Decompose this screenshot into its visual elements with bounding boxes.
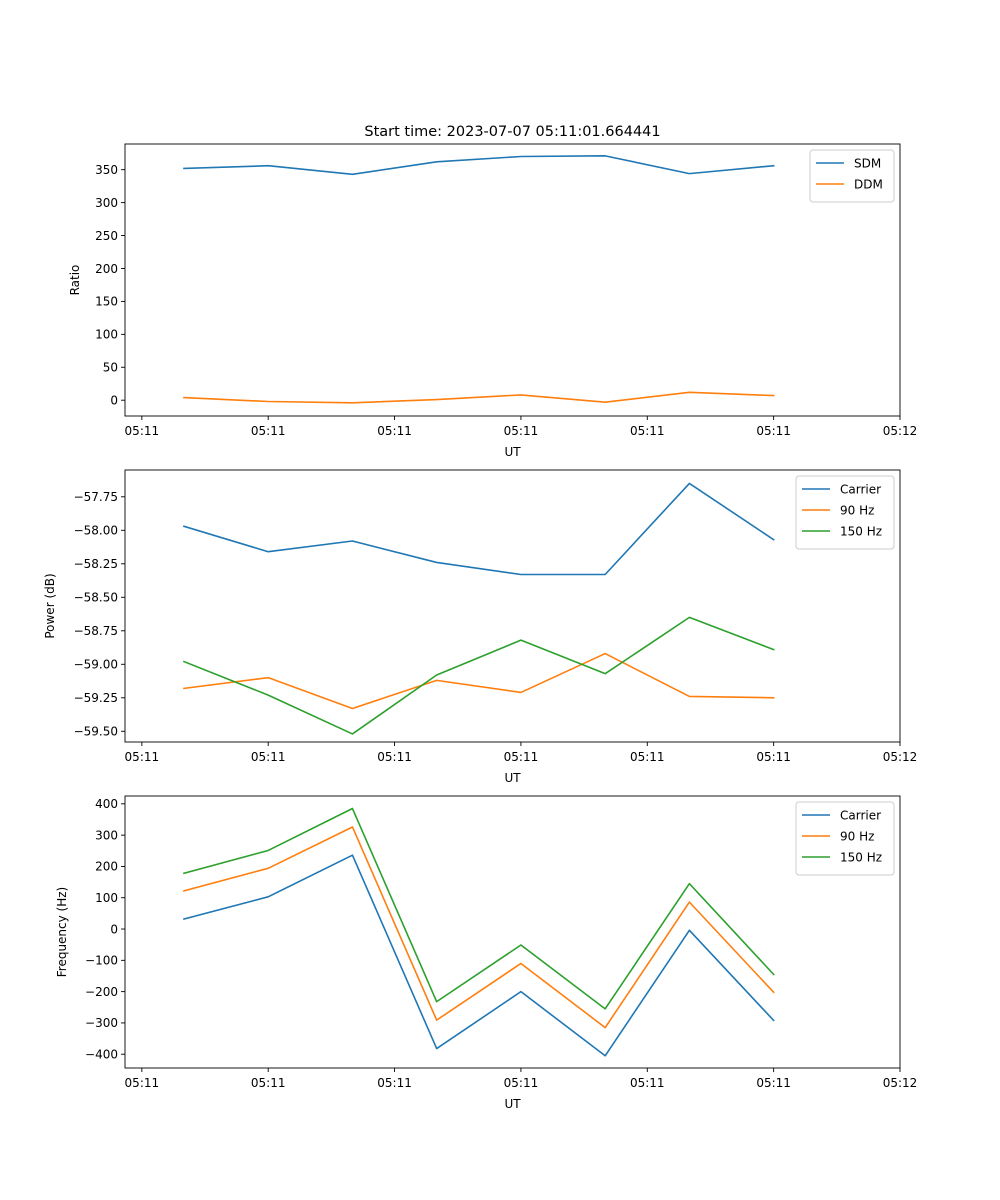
x-tick-label: 05:11 bbox=[630, 424, 665, 438]
x-tick-label: 05:11 bbox=[504, 424, 539, 438]
y-axis-label: Power (dB) bbox=[43, 573, 57, 638]
x-tick-label: 05:11 bbox=[251, 750, 286, 764]
y-tick-label: −58.00 bbox=[74, 524, 118, 538]
series-line-150-hz bbox=[182, 616, 775, 735]
legend-label: 90 Hz bbox=[840, 503, 874, 517]
panel-1: 05:11 05:11 05:11 05:11 05:11 05:11 05:12 0 50 10… bbox=[68, 143, 918, 459]
x-tick-label: 05:11 bbox=[756, 1076, 791, 1090]
y-tick-label: −400 bbox=[85, 1048, 118, 1062]
x-tick-label: 05:11 bbox=[630, 1076, 665, 1090]
legend-label: 90 Hz bbox=[840, 829, 874, 843]
y-tick-label: −58.25 bbox=[74, 557, 118, 571]
x-tick-label: 05:11 bbox=[125, 1076, 160, 1090]
y-tick-label: 100 bbox=[95, 328, 118, 342]
y-tick-label: −59.00 bbox=[74, 658, 118, 672]
x-tick-label: 05:11 bbox=[504, 1076, 539, 1090]
legend: Carrier 90 Hz 150 Hz bbox=[795, 801, 895, 876]
axes-frame bbox=[124, 469, 901, 743]
x-tick-label: 05:11 bbox=[251, 424, 286, 438]
y-tick-label: 200 bbox=[95, 860, 118, 874]
x-tick-label: 05:11 bbox=[630, 750, 665, 764]
y-tick-label: 100 bbox=[95, 891, 118, 905]
y-tick-label: 50 bbox=[103, 361, 118, 375]
x-tick-label: 05:11 bbox=[756, 750, 791, 764]
y-tick-label: 0 bbox=[110, 393, 118, 407]
y-tick-label: −100 bbox=[85, 954, 118, 968]
y-tick-label: 250 bbox=[95, 229, 118, 243]
series-line-ddm bbox=[183, 391, 775, 404]
y-tick-label: −58.75 bbox=[74, 624, 118, 638]
y-axis-label: Frequency (Hz) bbox=[55, 887, 69, 978]
series-line-150-hz bbox=[182, 807, 775, 1010]
y-tick-label: 0 bbox=[110, 922, 118, 936]
y-tick-label: 200 bbox=[95, 262, 118, 276]
legend: SDM DDM bbox=[809, 149, 895, 203]
legend-label: Carrier bbox=[840, 808, 881, 822]
axes-frame bbox=[124, 143, 901, 417]
series-line-carrier bbox=[182, 854, 775, 1057]
y-tick-label: 400 bbox=[95, 797, 118, 811]
y-tick-label: −58.50 bbox=[74, 591, 118, 605]
x-tick-label: 05:12 bbox=[883, 1076, 918, 1090]
y-tick-label: −200 bbox=[85, 985, 118, 999]
axes-frame bbox=[124, 795, 901, 1069]
x-tick-label: 05:11 bbox=[377, 424, 412, 438]
y-tick-label: 350 bbox=[95, 163, 118, 177]
panel-3: 05:11 05:11 05:11 05:11 05:11 05:11 05:12 −400 −… bbox=[55, 795, 918, 1111]
x-tick-label: 05:11 bbox=[377, 750, 412, 764]
legend-box bbox=[809, 149, 895, 203]
figure-title: Start time: 2023-07-07 05:11:01.664441 bbox=[364, 124, 660, 140]
x-tick-label: 05:11 bbox=[377, 1076, 412, 1090]
series-line-90-hz bbox=[182, 826, 775, 1029]
x-tick-label: 05:11 bbox=[251, 1076, 286, 1090]
x-axis-label: UT bbox=[504, 771, 521, 785]
y-tick-label: 150 bbox=[95, 295, 118, 309]
series-line-carrier bbox=[182, 482, 775, 576]
y-tick-label: 300 bbox=[95, 828, 118, 842]
x-tick-label: 05:11 bbox=[125, 750, 160, 764]
legend-label: SDM bbox=[854, 156, 881, 170]
x-tick-label: 05:11 bbox=[504, 750, 539, 764]
legend-label: DDM bbox=[854, 177, 883, 191]
x-tick-label: 05:11 bbox=[125, 424, 160, 438]
series-line-90-hz bbox=[183, 652, 775, 710]
y-axis-label: Ratio bbox=[68, 265, 82, 296]
y-tick-label: −300 bbox=[85, 1016, 118, 1030]
x-axis-label: UT bbox=[504, 1097, 521, 1111]
x-axis-label: UT bbox=[504, 445, 521, 459]
series-line-sdm bbox=[183, 155, 775, 176]
legend: Carrier 90 Hz 150 Hz bbox=[795, 475, 895, 550]
legend-label: Carrier bbox=[840, 482, 881, 496]
x-tick-label: 05:11 bbox=[756, 424, 791, 438]
panel-2: 05:11 05:11 05:11 05:11 05:11 05:11 05:12 −59.5… bbox=[43, 469, 918, 785]
x-tick-label: 05:12 bbox=[883, 424, 918, 438]
y-tick-label: 300 bbox=[95, 196, 118, 210]
y-tick-label: −59.25 bbox=[74, 691, 118, 705]
y-tick-label: −59.50 bbox=[74, 725, 118, 739]
legend-label: 150 Hz bbox=[840, 850, 882, 864]
y-tick-label: −57.75 bbox=[74, 490, 118, 504]
x-tick-label: 05:12 bbox=[883, 750, 918, 764]
legend-label: 150 Hz bbox=[840, 524, 882, 538]
